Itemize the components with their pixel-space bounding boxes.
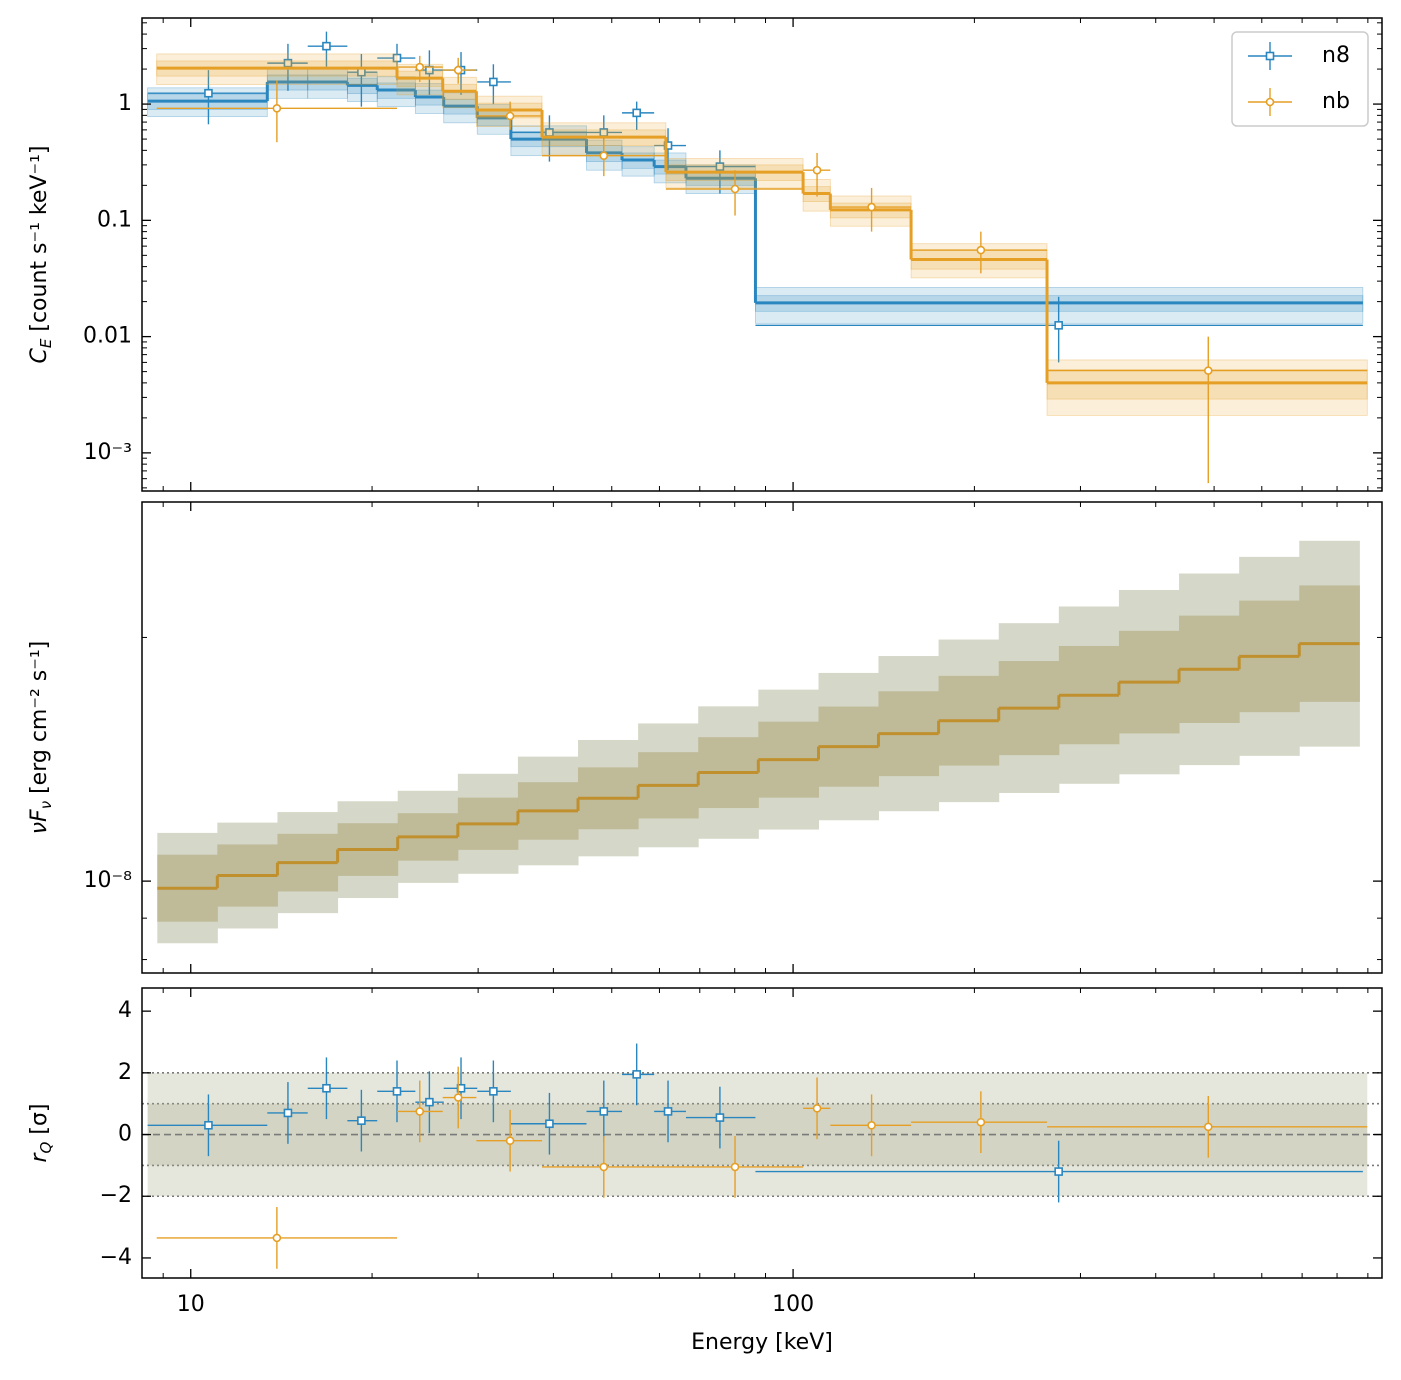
y-tick-label: 10⁻⁸ — [84, 868, 133, 893]
y-label-sub: Q — [37, 1141, 55, 1153]
axes-ticks — [142, 502, 1382, 973]
y-tick-label: 0.01 — [83, 324, 132, 349]
y-tick-label: 10⁻³ — [84, 440, 132, 465]
y-axis-label: CE [count s⁻¹ keV⁻¹] — [27, 146, 55, 364]
y-tick-label: 0 — [118, 1122, 132, 1147]
marker — [632, 108, 641, 118]
marker — [867, 202, 876, 212]
band-outer — [376, 76, 416, 108]
legend-label: n8 — [1322, 43, 1350, 68]
y-label-unit: [σ] — [27, 1104, 52, 1142]
marker — [489, 77, 498, 87]
marker — [453, 65, 463, 75]
y-label-symbol: C — [27, 347, 52, 363]
y-tick-label: −2 — [100, 1183, 132, 1208]
axes-ticks — [142, 988, 1382, 1278]
marker — [632, 1070, 641, 1079]
marker — [392, 53, 402, 63]
y-label-unit: [count s⁻¹ keV⁻¹] — [27, 146, 52, 339]
marker — [505, 1136, 515, 1146]
marker — [415, 1107, 425, 1116]
y-axis-label: rQ [σ] — [27, 1104, 55, 1163]
x-tick-label: 100 — [772, 1292, 814, 1317]
marker — [545, 1119, 554, 1129]
marker — [599, 1162, 609, 1172]
marker — [599, 1107, 609, 1116]
axes-frame — [141, 501, 1383, 974]
marker — [730, 1162, 740, 1172]
marker — [272, 1233, 282, 1243]
x-axis-label: Energy [keV] — [691, 1330, 833, 1355]
marker — [663, 1107, 673, 1116]
marker — [204, 1120, 213, 1130]
marker — [1203, 1122, 1213, 1132]
y-tick-label: 0.1 — [97, 207, 132, 232]
marker — [453, 1093, 463, 1102]
marker — [1054, 1167, 1063, 1176]
marker — [730, 184, 740, 194]
x-tick-label: 10 — [177, 1292, 205, 1317]
y-tick-label: 2 — [118, 1060, 132, 1085]
marker — [812, 1104, 822, 1113]
axes-frame — [141, 987, 1383, 1279]
marker — [1265, 97, 1275, 107]
marker — [1054, 321, 1063, 330]
marker — [357, 1116, 366, 1125]
y-label-unit: [erg cm⁻² s⁻¹] — [27, 641, 52, 801]
marker — [715, 162, 725, 171]
y-label-sub: E — [37, 338, 55, 348]
legend-label: nb — [1322, 89, 1350, 114]
marker — [976, 245, 986, 255]
plot-area — [157, 540, 1360, 944]
marker — [715, 1113, 725, 1122]
sigma-band — [147, 1072, 1368, 1197]
marker — [392, 1087, 402, 1096]
marker — [204, 88, 213, 98]
plot-area — [142, 1043, 1382, 1269]
y-label-symbol: νF — [27, 809, 52, 834]
axes-frame — [141, 17, 1383, 492]
y-axis-label: νFν [erg cm⁻² s⁻¹] — [27, 641, 55, 835]
marker — [976, 1117, 986, 1127]
y-tick-label: 4 — [118, 998, 132, 1023]
marker — [322, 1083, 331, 1093]
sigma-band — [147, 1103, 1368, 1166]
marker — [322, 41, 331, 51]
y-label-sub: ν — [37, 801, 55, 809]
marker — [1265, 51, 1275, 61]
legend: n8 nb — [1231, 31, 1369, 127]
y-tick-label: −4 — [100, 1245, 132, 1270]
marker — [505, 111, 515, 121]
axes-ticks — [142, 18, 1382, 491]
plot-area — [147, 31, 1368, 484]
y-tick-label: 1 — [118, 91, 132, 116]
marker — [867, 1120, 876, 1130]
marker — [812, 165, 822, 175]
marker — [425, 1097, 434, 1107]
marker — [283, 1108, 293, 1118]
marker — [415, 62, 425, 72]
marker — [1203, 366, 1213, 375]
y-label-symbol: r — [27, 1151, 52, 1162]
marker — [272, 103, 282, 113]
marker — [489, 1087, 498, 1096]
marker — [599, 151, 609, 160]
